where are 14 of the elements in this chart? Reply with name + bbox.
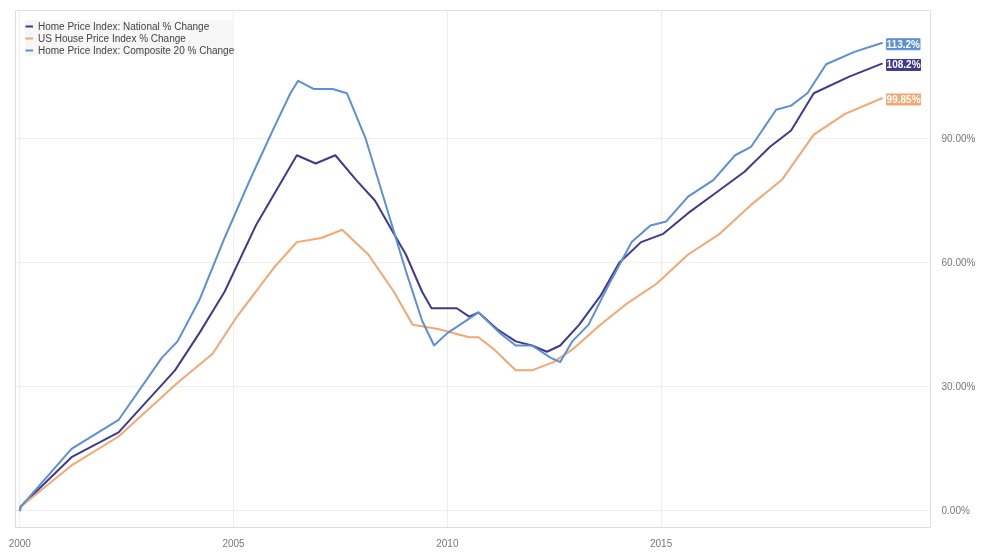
legend-label: Home Price Index: Composite 20 % Change bbox=[38, 44, 235, 56]
data-label: 108.2% bbox=[886, 59, 921, 71]
data-label: 99.85% bbox=[886, 93, 921, 105]
y-tick-label: 0.00% bbox=[941, 505, 970, 517]
y-tick-label: 60.00% bbox=[941, 257, 976, 269]
x-tick-label: 2010 bbox=[436, 537, 459, 549]
x-tick-label: 2005 bbox=[222, 537, 246, 549]
y-tick-label: 30.00% bbox=[941, 381, 976, 393]
x-tick-label: 2015 bbox=[650, 537, 673, 549]
x-tick-label: 2000 bbox=[8, 537, 32, 549]
y-tick-label: 90.00% bbox=[941, 133, 976, 145]
legend-label: Home Price Index: National % Change bbox=[38, 20, 210, 32]
data-label: 113.2% bbox=[886, 38, 921, 50]
legend-label: US House Price Index % Change bbox=[38, 32, 186, 44]
